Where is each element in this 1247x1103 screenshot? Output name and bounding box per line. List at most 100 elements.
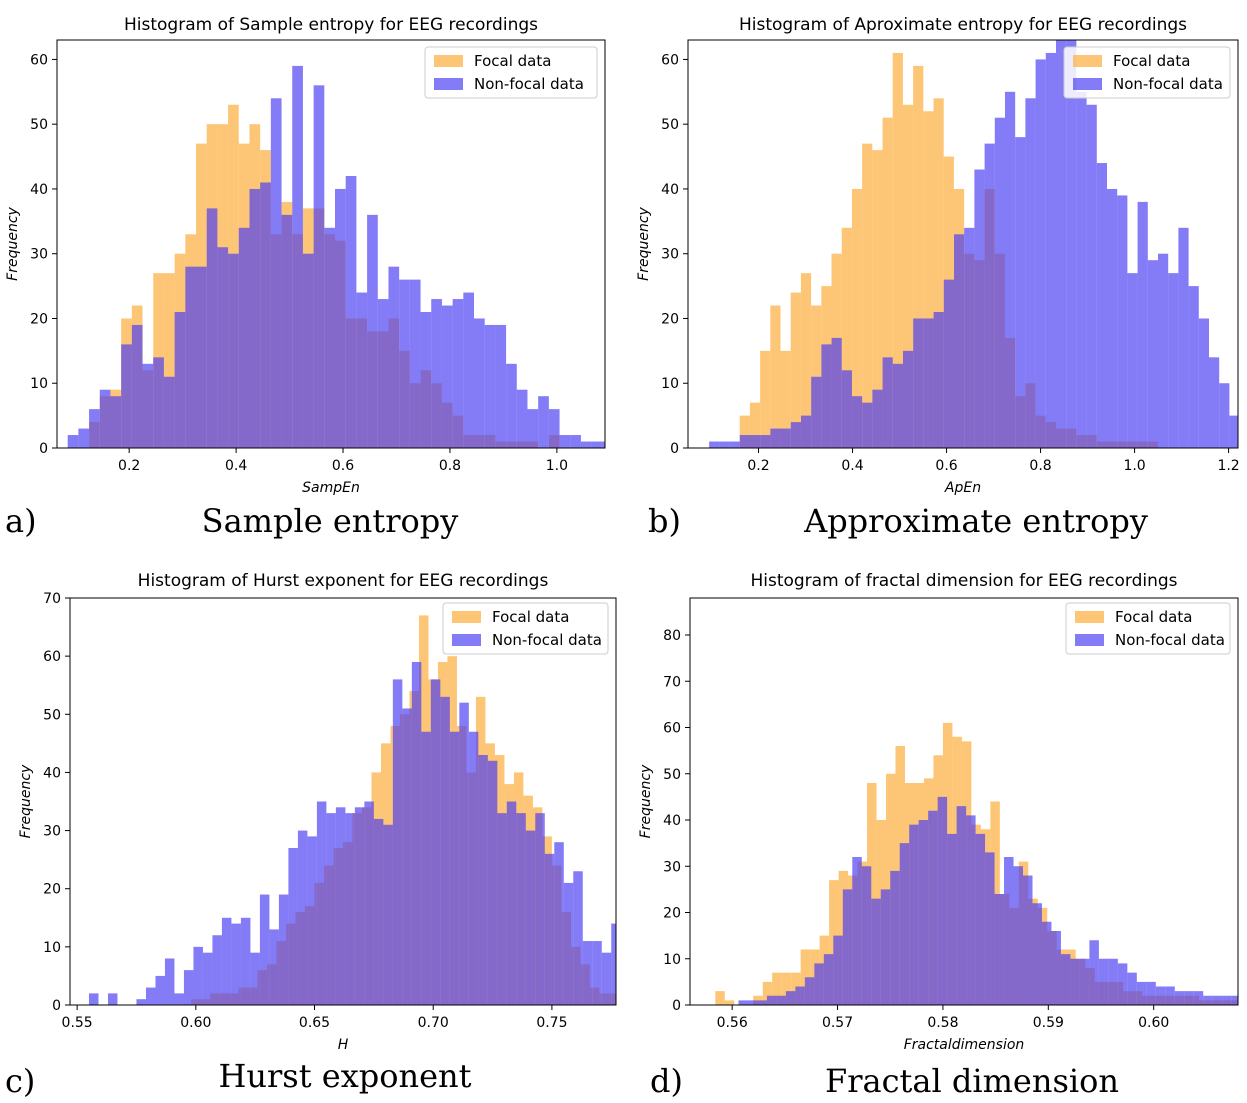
y-tick-label: 0 xyxy=(670,441,679,457)
histogram-bar xyxy=(871,898,881,1005)
histogram-bar xyxy=(1147,260,1158,448)
histogram-bar xyxy=(1004,857,1014,1005)
histogram-bar xyxy=(943,279,954,448)
histogram-bar xyxy=(288,848,298,1005)
histogram-bar xyxy=(1025,98,1036,448)
histogram-bar xyxy=(790,292,801,448)
y-axis-label: Frequency xyxy=(638,764,654,838)
histogram-bar xyxy=(923,111,934,448)
histogram-bar xyxy=(377,299,389,448)
histogram-bar xyxy=(335,188,346,448)
bars xyxy=(709,40,1247,448)
histogram-bar xyxy=(1240,409,1247,448)
axes-frame xyxy=(56,39,606,449)
histogram-bar xyxy=(890,870,900,1005)
histogram-bar xyxy=(762,981,773,1005)
x-tick-label: 0.57 xyxy=(822,1015,853,1031)
histogram-bar xyxy=(649,906,659,1005)
histogram-bar xyxy=(354,807,365,1005)
histogram-bar xyxy=(78,428,90,448)
histogram-bar xyxy=(1198,318,1209,448)
histogram-bar xyxy=(974,169,985,448)
y-tick-label: 30 xyxy=(30,247,48,263)
histogram-bar xyxy=(1222,995,1232,1005)
y-tick-label: 10 xyxy=(663,952,681,968)
histogram-bar xyxy=(1174,991,1185,1005)
histogram-bar xyxy=(862,402,873,448)
histogram-bar xyxy=(345,176,357,448)
y-tick-label: 50 xyxy=(30,117,48,133)
legend-swatch-focal xyxy=(1073,55,1102,67)
histogram-bar xyxy=(984,143,995,448)
histogram-bar xyxy=(1127,972,1137,1005)
legend-box xyxy=(1065,602,1231,655)
series-nonfocal xyxy=(709,40,1247,448)
histogram-bar xyxy=(89,409,100,448)
panel-letter: a) xyxy=(5,502,37,540)
histogram-bar xyxy=(570,435,581,448)
histogram-bar xyxy=(841,227,852,448)
histogram-bar xyxy=(1079,958,1090,1005)
panel-letter: d) xyxy=(650,1062,683,1100)
histogram-bar xyxy=(107,993,118,1005)
histogram-bar xyxy=(1106,188,1118,448)
x-tick-label: 0.8 xyxy=(1029,458,1051,474)
histogram-bar xyxy=(899,843,910,1005)
histogram-bar xyxy=(918,820,929,1005)
histogram-bar xyxy=(110,396,122,448)
histogram-bar xyxy=(217,247,229,448)
histogram-bar xyxy=(902,104,914,448)
legend-swatch-nonfocal xyxy=(452,634,481,646)
histogram-bar xyxy=(335,807,346,1005)
histogram-bar xyxy=(121,344,132,448)
histogram-bar xyxy=(697,929,707,1005)
x-tick-label: 0.6 xyxy=(935,458,957,474)
y-tick-label: 40 xyxy=(43,765,61,781)
histogram-bar xyxy=(882,357,893,448)
histogram-bar xyxy=(409,279,421,448)
histogram-bar xyxy=(212,935,222,1005)
histogram-bar xyxy=(506,801,517,1005)
histogram-bar xyxy=(1035,59,1046,448)
y-tick-label: 30 xyxy=(661,247,679,263)
x-tick-label: 0.59 xyxy=(1033,1015,1064,1031)
histogram-bar xyxy=(449,731,460,1005)
histogram-bar xyxy=(790,422,801,448)
histogram-bar xyxy=(624,442,635,448)
histogram-bar xyxy=(463,292,475,448)
histogram-bar xyxy=(516,813,526,1005)
histogram-bar xyxy=(1168,273,1179,448)
histogram-bar xyxy=(880,889,891,1005)
y-tick-label: 60 xyxy=(663,721,681,737)
histogram-bar xyxy=(411,661,422,1005)
histogram-bar xyxy=(573,871,583,1005)
histogram-bar xyxy=(613,442,624,448)
histogram-bar xyxy=(527,409,539,448)
legend-box xyxy=(1063,46,1231,99)
histogram-bar xyxy=(966,815,976,1005)
histogram-bar xyxy=(238,227,250,448)
histogram-bar xyxy=(67,435,79,448)
histogram-bar xyxy=(307,836,317,1005)
histogram-bar xyxy=(452,299,464,448)
histogram-bar xyxy=(1096,163,1107,448)
y-tick-label: 60 xyxy=(661,52,679,68)
histogram-bar xyxy=(269,929,279,1005)
histogram-bar xyxy=(554,842,564,1005)
histogram-bar xyxy=(302,253,314,448)
histogram-bar xyxy=(852,857,862,1005)
histogram-bar xyxy=(441,305,453,448)
histogram-bar xyxy=(985,852,995,1005)
legend-swatch-nonfocal xyxy=(434,78,463,90)
histogram-bar xyxy=(580,441,592,448)
histogram-bar xyxy=(1188,286,1199,448)
legend-label: Non-focal data xyxy=(492,631,602,649)
histogram-bar xyxy=(1137,201,1148,448)
histogram-bar xyxy=(1086,104,1097,448)
histogram-bar xyxy=(841,370,852,448)
histogram-bar xyxy=(757,1000,767,1005)
histogram-bar xyxy=(525,830,536,1005)
histogram-bar xyxy=(1193,991,1204,1005)
panel-caption: Fractal dimension xyxy=(825,1062,1119,1100)
x-tick-label: 0.60 xyxy=(180,1015,211,1031)
